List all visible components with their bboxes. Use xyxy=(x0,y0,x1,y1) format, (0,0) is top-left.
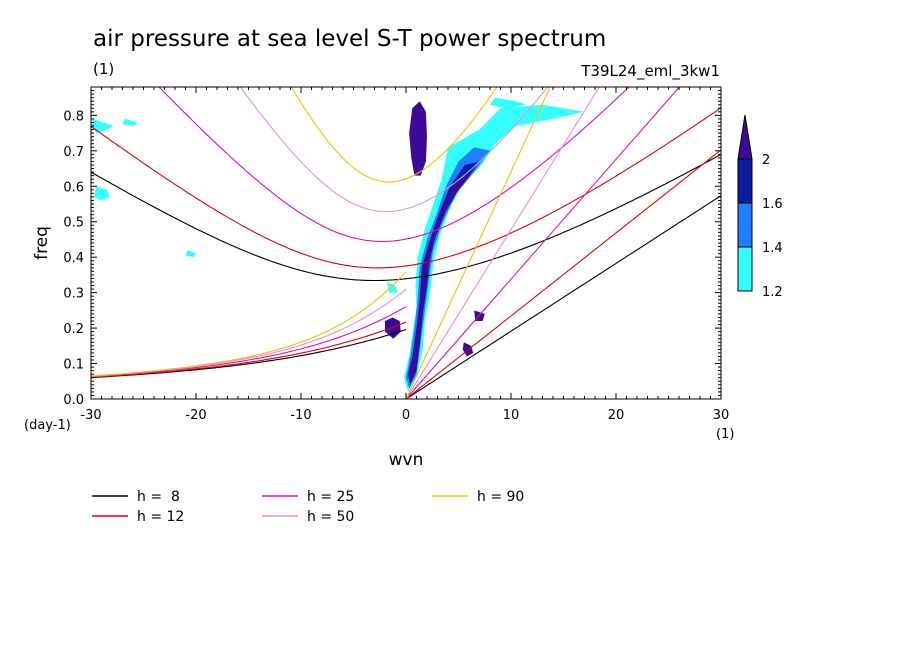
curve-h50-mrg xyxy=(91,288,407,377)
x-tick-label: -10 xyxy=(290,408,311,423)
y-tick-label: 0.4 xyxy=(63,251,84,266)
curve-h50-gravity xyxy=(239,87,549,213)
x-tick-label: 0 xyxy=(402,408,410,423)
y-tick-label: 0.8 xyxy=(63,109,84,124)
curve-h25-kelvin xyxy=(405,87,681,399)
legend-entry: h = 50 xyxy=(307,509,354,525)
x-tick-label: -20 xyxy=(185,408,206,423)
x-axis: -30 -20 -10 0 10 20 30 xyxy=(80,87,729,423)
contour-region-3 xyxy=(409,172,472,382)
legend-entry: h = 12 xyxy=(137,509,184,525)
x-tick-label: 30 xyxy=(713,408,730,423)
curve-h8-mrg xyxy=(91,329,407,379)
colorbar-label: 1.4 xyxy=(762,241,783,256)
colorbar-label: 2 xyxy=(762,153,770,168)
curve-h8-kelvin xyxy=(405,195,721,399)
contour-region-8 xyxy=(122,118,139,126)
curve-h12-kelvin xyxy=(405,149,721,399)
y-unit-label: (day-1) xyxy=(24,418,71,433)
curve-h8-gravity xyxy=(91,153,721,282)
y-axis: 0.0 0.1 0.2 0.3 0.4 0.5 0.6 0.7 0.8 xyxy=(63,86,721,408)
legend-entry: h = 25 xyxy=(307,489,354,505)
legend-entry: h = 90 xyxy=(477,489,524,505)
dispersion-curves xyxy=(91,87,721,399)
curve-h90-mrg xyxy=(91,271,407,377)
run-label: T39L24_eml_3kw1 xyxy=(580,62,720,81)
x-tick-label: 20 xyxy=(608,408,625,423)
curve-h50-kelvin xyxy=(405,87,600,399)
legend: h = 8 h = 12 h = 25 h = 50 h = 90 xyxy=(92,489,524,525)
colorbar-segment xyxy=(737,202,753,248)
curve-h25-mrg xyxy=(91,306,407,378)
plot-frame xyxy=(90,86,722,400)
y-tick-label: 0.7 xyxy=(63,145,84,160)
x-tick-label: -30 xyxy=(80,408,101,423)
y-tick-label: 0.0 xyxy=(63,393,84,408)
curve-h25-gravity xyxy=(158,87,630,242)
x-tick-label: 10 xyxy=(503,408,520,423)
y-tick-label: 0.5 xyxy=(63,216,84,231)
x-axis-label: wvn xyxy=(389,450,424,470)
contour-region-0 xyxy=(403,104,585,392)
y-tick-label: 0.2 xyxy=(63,322,84,337)
y-axis-label: freq xyxy=(32,226,52,260)
y-tick-label: 0.1 xyxy=(63,358,84,373)
chart-title: air pressure at sea level S-T power spec… xyxy=(93,26,606,52)
curve-h90-kelvin xyxy=(405,87,551,399)
contour-layer xyxy=(91,97,585,392)
contour-region-4 xyxy=(409,101,427,176)
contour-region-5 xyxy=(385,317,401,339)
curve-h12-mrg xyxy=(91,321,407,378)
chart-subtitle: (1) xyxy=(93,60,114,78)
colorbar-label: 1.6 xyxy=(762,197,783,212)
colorbar-segment xyxy=(737,246,753,292)
colorbar: 1.2 1.4 1.6 2 xyxy=(737,114,783,300)
colorbar-label: 1.2 xyxy=(762,285,783,300)
contour-region-10 xyxy=(387,282,398,293)
y-tick-label: 0.3 xyxy=(63,287,84,302)
curve-h12-gravity xyxy=(91,107,721,269)
legend-entry: h = 8 xyxy=(137,489,180,505)
contour-region-7 xyxy=(91,118,115,134)
contour-region-11 xyxy=(490,97,527,109)
y-tick-label: 0.6 xyxy=(63,180,84,195)
colorbar-extend-triangle xyxy=(737,114,753,160)
contour-region-6 xyxy=(94,186,110,201)
curve-h90-gravity xyxy=(290,87,498,183)
x-unit-label: (1) xyxy=(716,427,734,442)
colorbar-segment xyxy=(737,158,753,204)
contour-region-9 xyxy=(185,250,196,258)
